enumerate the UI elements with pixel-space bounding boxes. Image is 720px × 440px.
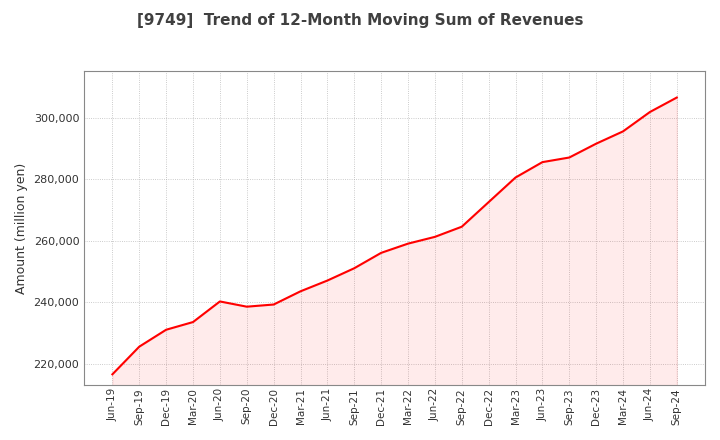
Y-axis label: Amount (million yen): Amount (million yen): [15, 163, 28, 294]
Text: [9749]  Trend of 12-Month Moving Sum of Revenues: [9749] Trend of 12-Month Moving Sum of R…: [137, 13, 583, 28]
